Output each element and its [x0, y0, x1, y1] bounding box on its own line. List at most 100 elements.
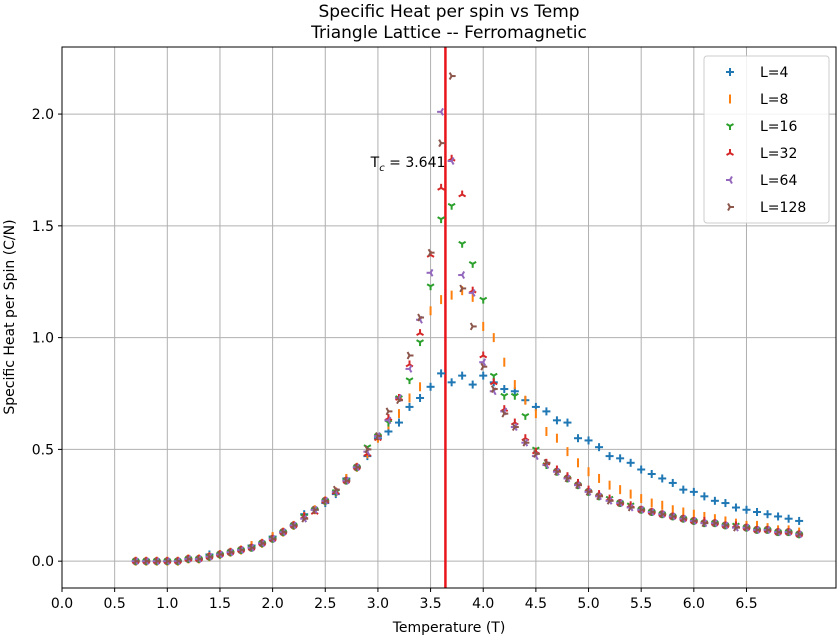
data-point — [437, 107, 444, 116]
legend-label: L=8 — [760, 92, 788, 108]
data-point — [733, 523, 740, 532]
x-tick-label: 2.5 — [314, 596, 336, 612]
data-point — [543, 458, 551, 467]
data-point — [375, 432, 382, 440]
data-point — [784, 514, 793, 523]
legend-marker — [726, 176, 733, 184]
data-point — [364, 445, 372, 454]
data-point — [458, 371, 467, 380]
critical-label-prefix: T — [370, 155, 380, 171]
x-tick-label: 1.0 — [156, 596, 178, 612]
data-point — [574, 434, 582, 443]
data-point — [290, 521, 298, 530]
legend-box — [703, 55, 830, 224]
y-tick-label: 2.0 — [32, 107, 54, 123]
data-point — [217, 550, 224, 559]
data-point — [533, 449, 540, 458]
data-point — [564, 474, 572, 483]
data-point — [468, 288, 476, 297]
data-point — [174, 557, 182, 566]
data-point — [721, 499, 730, 508]
data-point — [343, 476, 351, 485]
data-point — [394, 418, 403, 427]
data-point — [164, 557, 172, 566]
data-point — [754, 525, 762, 534]
data-point — [353, 463, 361, 472]
data-point — [731, 503, 740, 512]
critical-temperature-label: Tc = 3.641 — [370, 155, 446, 174]
y-tick-label: 0.5 — [32, 442, 54, 458]
legend-label: L=32 — [760, 146, 797, 162]
data-point — [438, 139, 446, 148]
data-point — [763, 510, 772, 519]
data-point — [500, 392, 509, 400]
data-point — [521, 412, 530, 420]
data-point — [405, 377, 414, 385]
data-point — [479, 296, 488, 304]
legend-marker — [726, 68, 734, 76]
data-point — [447, 202, 456, 210]
data-point — [469, 322, 477, 331]
data-point — [479, 358, 487, 367]
data-point — [764, 525, 772, 534]
y-tick-label: 0.0 — [32, 554, 54, 570]
data-point — [227, 548, 235, 557]
data-point — [448, 72, 456, 81]
x-axis-label: Temperature (T) — [392, 620, 506, 636]
data-point — [575, 481, 582, 490]
data-point — [689, 487, 698, 496]
data-point — [700, 492, 709, 501]
data-point — [206, 552, 214, 561]
data-point — [510, 392, 519, 400]
legend-marker — [726, 149, 734, 156]
data-point — [458, 271, 466, 279]
data-point — [426, 283, 435, 291]
data-point — [554, 467, 561, 476]
data-point — [238, 546, 246, 554]
data-point — [722, 521, 730, 530]
data-point — [595, 443, 604, 452]
data-point — [742, 505, 751, 514]
data-point — [690, 516, 698, 525]
data-point — [637, 465, 646, 474]
data-point — [384, 416, 392, 425]
data-point — [427, 248, 435, 257]
chart-subtitle: Triangle Lattice -- Ferromagnetic — [310, 23, 587, 43]
legend-label: L=4 — [760, 65, 789, 81]
data-point — [416, 339, 425, 347]
x-tick-label: 3.5 — [419, 596, 441, 612]
data-point — [585, 487, 593, 496]
legend-label: L=128 — [760, 200, 806, 216]
plot-area-frame — [61, 46, 837, 589]
data-point — [774, 512, 783, 521]
legend-label: L=16 — [760, 119, 797, 135]
data-point — [458, 190, 467, 198]
critical-label-subscript: c — [379, 163, 385, 174]
x-tick-label: 6.0 — [683, 596, 705, 612]
data-point — [143, 557, 151, 566]
data-point — [753, 507, 762, 516]
data-point — [479, 351, 488, 359]
x-tick-label: 1.5 — [209, 596, 231, 612]
x-tick-label: 5.5 — [630, 596, 652, 612]
data-point — [426, 382, 435, 391]
x-tick-label: 5.0 — [577, 596, 599, 612]
data-point — [542, 407, 551, 416]
data-point — [132, 557, 140, 566]
legend-label: L=64 — [760, 173, 797, 189]
data-point — [385, 407, 393, 416]
data-point — [648, 508, 656, 516]
data-point — [426, 268, 434, 277]
data-point — [479, 371, 488, 380]
series-l-128 — [132, 72, 804, 566]
legend-marker — [726, 123, 734, 130]
data-point — [584, 436, 593, 445]
data-point — [447, 378, 456, 387]
data-point — [458, 240, 467, 248]
data-point — [437, 183, 446, 191]
data-point — [459, 284, 467, 293]
data-point — [743, 523, 751, 532]
x-tick-label: 3.0 — [367, 596, 389, 612]
data-point — [196, 554, 203, 563]
x-tick-label: 0.0 — [51, 596, 73, 612]
